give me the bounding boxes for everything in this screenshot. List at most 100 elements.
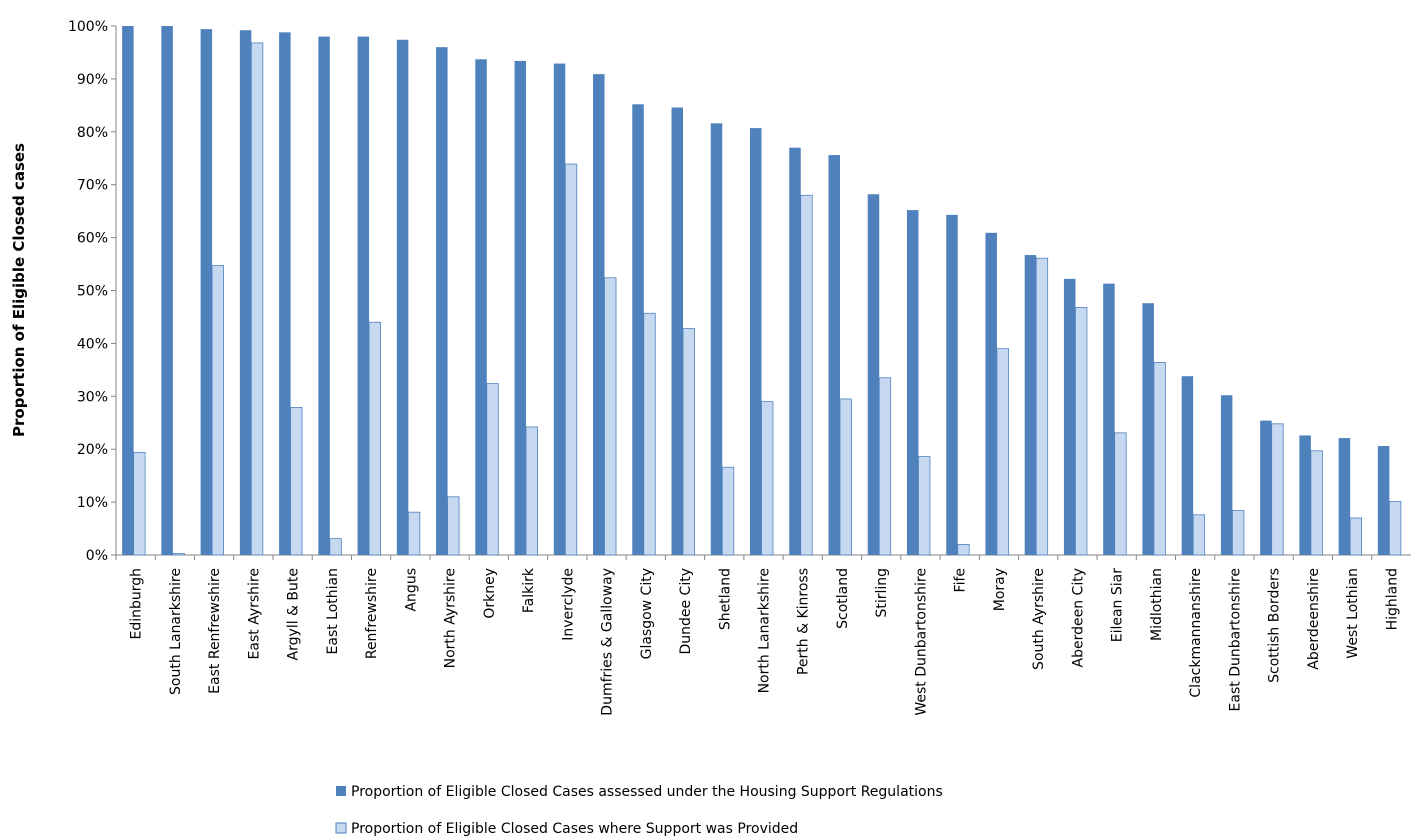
x-tick-label: Edinburgh xyxy=(129,568,145,640)
x-tick-label: Renfrewshire xyxy=(364,568,380,659)
bar xyxy=(1338,438,1351,555)
bar xyxy=(721,466,735,556)
y-tick-label: 10% xyxy=(77,495,108,511)
bar xyxy=(1142,303,1154,555)
bar xyxy=(368,321,381,556)
y-tick-label: 100% xyxy=(68,19,108,35)
legend-label: Proportion of Eligible Closed Cases asse… xyxy=(351,784,943,800)
bar xyxy=(682,328,695,556)
x-tick-label: Aberdeen City xyxy=(1070,568,1086,667)
x-tick-label: Scottish Borders xyxy=(1267,568,1283,683)
y-tick-label: 90% xyxy=(77,72,108,88)
bar xyxy=(789,147,801,556)
bar xyxy=(957,544,970,556)
bar xyxy=(878,377,892,556)
bar xyxy=(1024,255,1037,555)
bar xyxy=(553,63,566,556)
bar xyxy=(1349,517,1363,556)
bar xyxy=(1063,278,1076,555)
bar xyxy=(447,496,460,556)
bar xyxy=(1181,376,1194,555)
bar xyxy=(1260,420,1272,555)
y-tick-label: 80% xyxy=(77,125,108,141)
bar xyxy=(604,277,617,556)
bar xyxy=(396,39,409,555)
y-tick-label: 30% xyxy=(77,389,108,405)
x-tick-label: Scotland xyxy=(835,568,851,629)
x-tick-label: Orkney xyxy=(482,568,498,619)
bar xyxy=(750,128,762,556)
x-tick-label: East Renfrewshire xyxy=(207,568,223,694)
bar xyxy=(1299,435,1311,555)
bar xyxy=(906,210,919,556)
x-tick-label: Fife xyxy=(953,568,969,592)
bar xyxy=(250,42,264,556)
legend-label: Proportion of Eligible Closed Cases wher… xyxy=(351,821,798,837)
bar xyxy=(761,401,774,556)
bar xyxy=(200,29,213,555)
x-tick-label: Dundee City xyxy=(678,568,694,655)
bar xyxy=(593,74,605,555)
bar xyxy=(211,265,225,556)
bar xyxy=(1075,307,1088,556)
bar xyxy=(1310,450,1323,556)
bar xyxy=(525,426,538,556)
x-tick-label: Moray xyxy=(992,568,1008,611)
y-axis-title: Proportion of Eligible Closed cases xyxy=(10,143,28,437)
y-tick-label: 70% xyxy=(77,178,108,194)
x-tick-label: Perth & Kinross xyxy=(796,568,812,675)
legend-swatch xyxy=(335,822,347,834)
x-tick-label: Glasgow City xyxy=(639,568,655,659)
bar xyxy=(1103,283,1115,555)
x-tick-label: East Ayrshire xyxy=(246,568,262,659)
y-tick-label: 0% xyxy=(86,548,108,564)
bar xyxy=(133,451,146,556)
bar xyxy=(357,36,370,555)
bar xyxy=(239,30,252,556)
bar xyxy=(329,538,342,556)
bar xyxy=(800,194,813,556)
bar xyxy=(643,312,656,556)
bar xyxy=(1232,510,1245,556)
x-tick-label: East Dunbartonshire xyxy=(1227,568,1243,711)
bar xyxy=(632,104,644,556)
bar xyxy=(867,194,880,556)
bar xyxy=(1114,432,1127,556)
y-tick-label: 40% xyxy=(77,336,108,352)
bar xyxy=(318,36,330,555)
bar xyxy=(475,59,487,556)
bar xyxy=(946,214,958,555)
bar xyxy=(514,60,527,555)
bar xyxy=(1153,362,1166,556)
bar xyxy=(996,348,1009,556)
bar xyxy=(122,26,134,555)
bar xyxy=(279,32,291,555)
y-tick-label: 50% xyxy=(77,284,108,300)
x-tick-label: South Lanarkshire xyxy=(168,568,184,695)
x-tick-label: Dumfries & Galloway xyxy=(600,568,616,716)
bar xyxy=(839,398,852,556)
bar xyxy=(436,47,448,555)
bar xyxy=(918,456,931,556)
x-tick-label: Stirling xyxy=(874,568,890,618)
x-tick-label: East Lothian xyxy=(325,568,341,654)
bar xyxy=(1388,501,1402,556)
bar xyxy=(985,232,997,556)
x-tick-label: Midlothian xyxy=(1149,568,1165,641)
x-tick-label: North Lanarkshire xyxy=(757,568,773,693)
x-tick-label: Aberdeenshire xyxy=(1306,568,1322,670)
bar xyxy=(828,155,840,556)
x-tick-label: Highland xyxy=(1384,568,1400,630)
x-tick-label: South Ayrshire xyxy=(1031,568,1047,670)
bar xyxy=(1192,514,1206,556)
legend-swatch xyxy=(336,786,346,796)
y-tick-label: 20% xyxy=(77,442,108,458)
x-tick-label: Eilean Siar xyxy=(1110,568,1126,642)
x-tick-label: Inverclyde xyxy=(560,568,576,641)
bar xyxy=(407,511,421,556)
bar xyxy=(710,123,723,555)
bar xyxy=(1220,395,1233,555)
x-tick-label: West Dunbartonshire xyxy=(913,568,929,716)
y-tick-label: 60% xyxy=(77,231,108,247)
